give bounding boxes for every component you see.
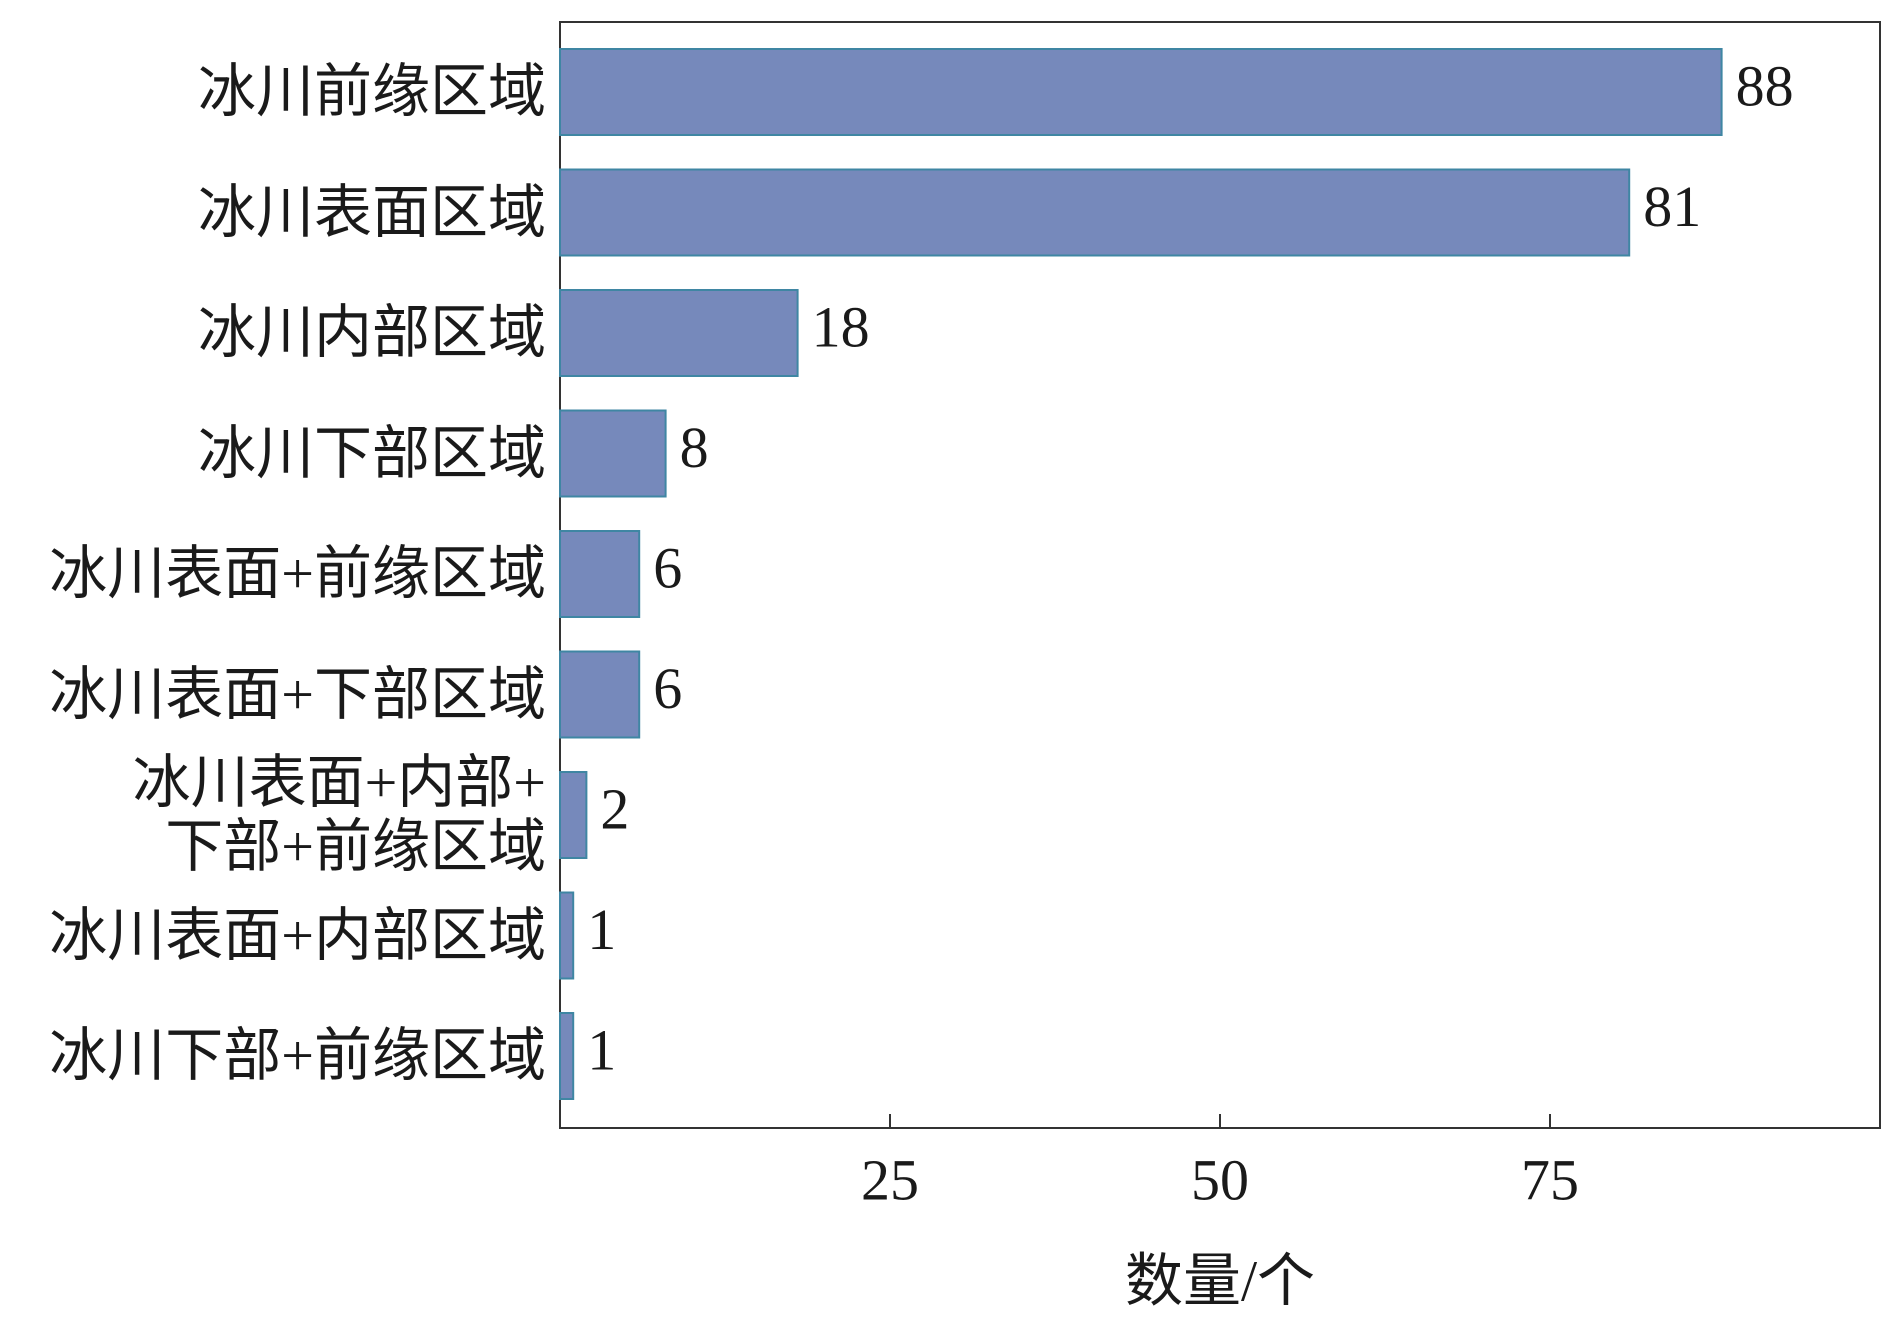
value-label: 1 — [587, 1017, 616, 1082]
y-tick-label: 冰川表面+内部区域 — [49, 902, 546, 968]
value-label: 1 — [587, 897, 616, 962]
value-label: 8 — [680, 415, 709, 480]
y-tick-label: 冰川表面+前缘区域 — [49, 541, 546, 606]
bar — [559, 530, 641, 618]
value-label: 2 — [600, 776, 629, 841]
y-tick-label: 冰川下部区域 — [197, 420, 546, 486]
y-tick-label: 冰川下部+前缘区域 — [49, 1023, 546, 1088]
y-tick-label: 冰川前缘区域 — [197, 59, 546, 124]
value-label: 18 — [812, 294, 870, 359]
y-tick-label: 冰川表面区域 — [197, 179, 546, 245]
x-axis-title: 数量/个 — [1125, 1248, 1315, 1313]
value-label: 81 — [1643, 174, 1701, 239]
value-label: 6 — [653, 656, 682, 721]
value-label: 6 — [653, 535, 682, 600]
value-label: 88 — [1736, 53, 1794, 118]
bar — [559, 771, 588, 859]
x-tick-label: 75 — [1521, 1147, 1579, 1212]
y-tick-label: 冰川表面+下部区域 — [49, 661, 546, 727]
bar — [559, 891, 575, 980]
bar — [559, 48, 1723, 136]
bar — [559, 289, 799, 377]
bar — [559, 650, 641, 739]
x-tick-label: 50 — [1191, 1147, 1249, 1212]
x-tick-label: 25 — [861, 1147, 919, 1212]
bar — [559, 1012, 575, 1100]
bar — [559, 168, 1631, 257]
bar — [559, 409, 667, 498]
y-tick-label: 冰川内部区域 — [197, 300, 546, 365]
y-tick-label: 冰川表面+内部+ 下部+前缘区域 — [132, 750, 546, 879]
